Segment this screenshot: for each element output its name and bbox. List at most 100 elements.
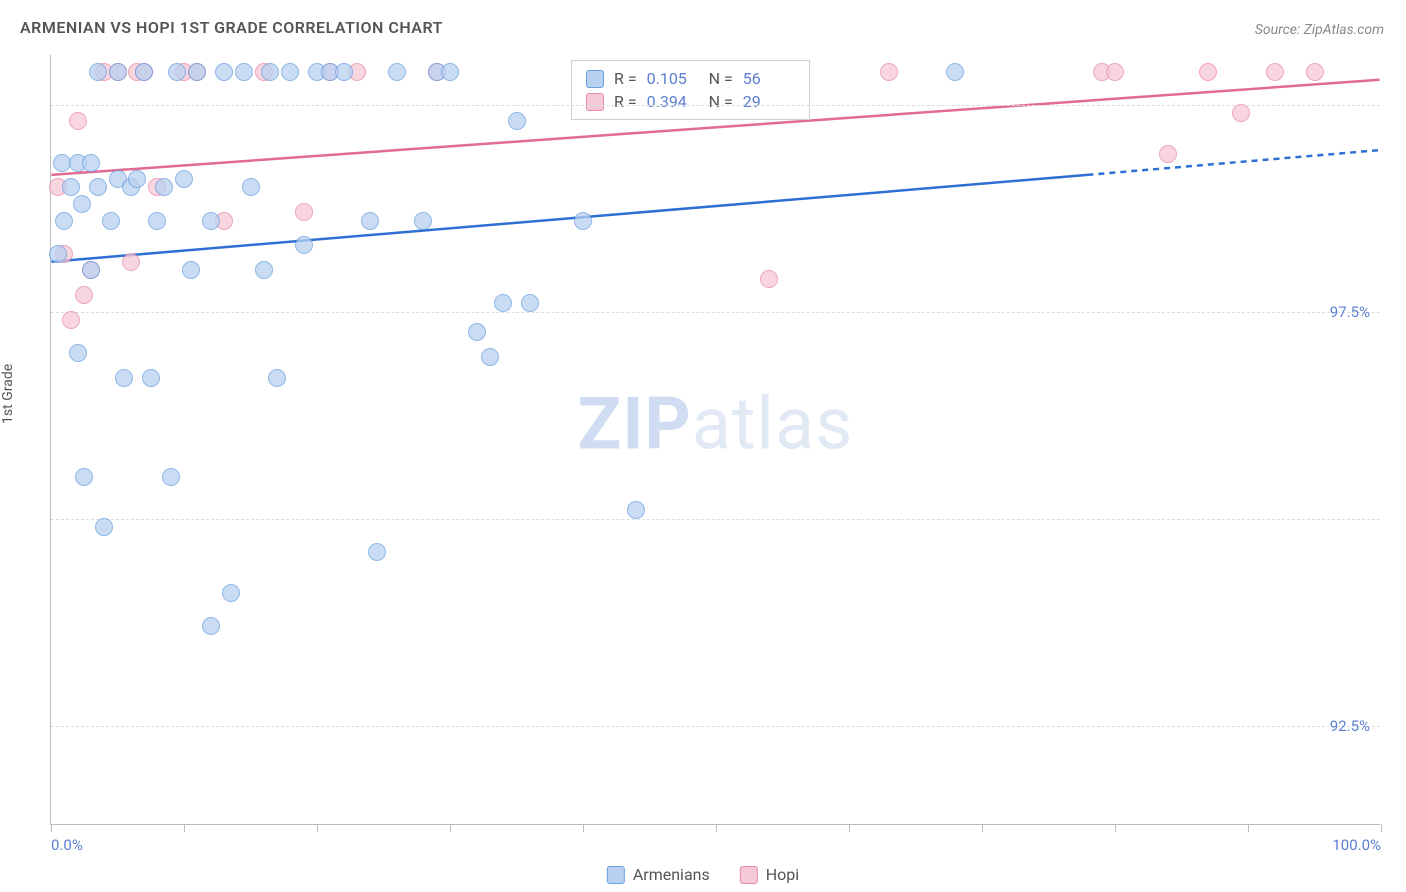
hopi-marker <box>1266 63 1284 81</box>
hopi-marker <box>760 270 778 288</box>
armenians-marker <box>95 518 113 536</box>
armenians-marker <box>255 261 273 279</box>
armenians-marker <box>162 468 180 486</box>
armenians-marker <box>388 63 406 81</box>
hopi-marker <box>295 203 313 221</box>
legend-swatch <box>740 866 758 884</box>
plot-area: ZIPatlas R = 0.105 N = 56 R = 0.394 N = 29 92.5… <box>50 55 1380 825</box>
hopi-marker <box>62 311 80 329</box>
x-tick <box>51 824 52 832</box>
armenians-marker <box>468 323 486 341</box>
legend-item: Armenians <box>607 865 710 884</box>
hopi-marker <box>880 63 898 81</box>
x-tick-label: 100.0% <box>1332 836 1381 854</box>
watermark-bold: ZIP <box>578 382 692 467</box>
x-tick <box>849 824 850 832</box>
n-label: N = <box>709 92 733 111</box>
armenians-marker <box>135 63 153 81</box>
watermark-light: atlas <box>692 382 854 467</box>
x-tick <box>450 824 451 832</box>
armenians-marker <box>142 369 160 387</box>
armenians-marker <box>268 369 286 387</box>
armenians-marker <box>115 369 133 387</box>
gridline <box>51 519 1380 520</box>
series-swatch <box>586 93 604 111</box>
y-axis-label: 1st Grade <box>0 364 16 424</box>
legend-label: Hopi <box>766 865 799 884</box>
armenians-marker <box>494 294 512 312</box>
armenians-marker <box>89 178 107 196</box>
armenians-marker <box>508 112 526 130</box>
trend-line <box>1087 150 1379 175</box>
legend-label: Armenians <box>633 865 710 884</box>
legend: Armenians Hopi <box>607 865 799 884</box>
armenians-marker <box>215 63 233 81</box>
gridline <box>51 726 1380 727</box>
armenians-marker <box>89 63 107 81</box>
armenians-marker <box>441 63 459 81</box>
hopi-marker <box>1232 104 1250 122</box>
armenians-marker <box>49 245 67 263</box>
watermark: ZIPatlas <box>578 382 854 467</box>
armenians-marker <box>82 261 100 279</box>
armenians-marker <box>335 63 353 81</box>
x-tick <box>982 824 983 832</box>
hopi-marker <box>69 112 87 130</box>
n-value: 56 <box>743 69 795 88</box>
correlation-box: R = 0.105 N = 56 R = 0.394 N = 29 <box>571 60 810 120</box>
armenians-marker <box>574 212 592 230</box>
armenians-marker <box>281 63 299 81</box>
armenians-marker <box>73 195 91 213</box>
r-label: R = <box>614 92 637 111</box>
armenians-marker <box>242 178 260 196</box>
x-tick <box>317 824 318 832</box>
armenians-marker <box>69 344 87 362</box>
gridline <box>51 312 1380 313</box>
armenians-marker <box>202 212 220 230</box>
armenians-marker <box>55 212 73 230</box>
armenians-marker <box>261 63 279 81</box>
armenians-marker <box>168 63 186 81</box>
r-label: R = <box>614 69 637 88</box>
x-tick <box>1381 824 1382 832</box>
hopi-marker <box>122 253 140 271</box>
armenians-marker <box>202 617 220 635</box>
hopi-marker <box>1199 63 1217 81</box>
armenians-marker <box>946 63 964 81</box>
armenians-marker <box>148 212 166 230</box>
source-label: Source: ZipAtlas.com <box>1255 22 1384 38</box>
x-tick-label: 0.0% <box>51 836 83 854</box>
x-tick <box>583 824 584 832</box>
r-value: 0.105 <box>647 69 699 88</box>
armenians-marker <box>521 294 539 312</box>
y-tick-label: 97.5% <box>1330 303 1370 321</box>
hopi-marker <box>75 286 93 304</box>
armenians-marker <box>82 154 100 172</box>
armenians-marker <box>222 584 240 602</box>
x-tick <box>1115 824 1116 832</box>
armenians-marker <box>175 170 193 188</box>
armenians-marker <box>188 63 206 81</box>
armenians-marker <box>102 212 120 230</box>
legend-item: Hopi <box>740 865 799 884</box>
armenians-marker <box>75 468 93 486</box>
r-value: 0.394 <box>647 92 699 111</box>
armenians-marker <box>155 178 173 196</box>
armenians-marker <box>182 261 200 279</box>
correlation-row: R = 0.394 N = 29 <box>586 90 795 113</box>
hopi-marker <box>1306 63 1324 81</box>
armenians-marker <box>414 212 432 230</box>
armenians-marker <box>368 543 386 561</box>
series-swatch <box>586 70 604 88</box>
n-value: 29 <box>743 92 795 111</box>
y-tick-label: 92.5% <box>1330 717 1370 735</box>
armenians-marker <box>295 236 313 254</box>
correlation-row: R =0.105N =56 <box>586 67 795 90</box>
armenians-marker <box>128 170 146 188</box>
x-tick <box>716 824 717 832</box>
gridline <box>51 105 1380 106</box>
armenians-marker <box>481 348 499 366</box>
armenians-marker <box>109 63 127 81</box>
armenians-marker <box>62 178 80 196</box>
armenians-marker <box>361 212 379 230</box>
